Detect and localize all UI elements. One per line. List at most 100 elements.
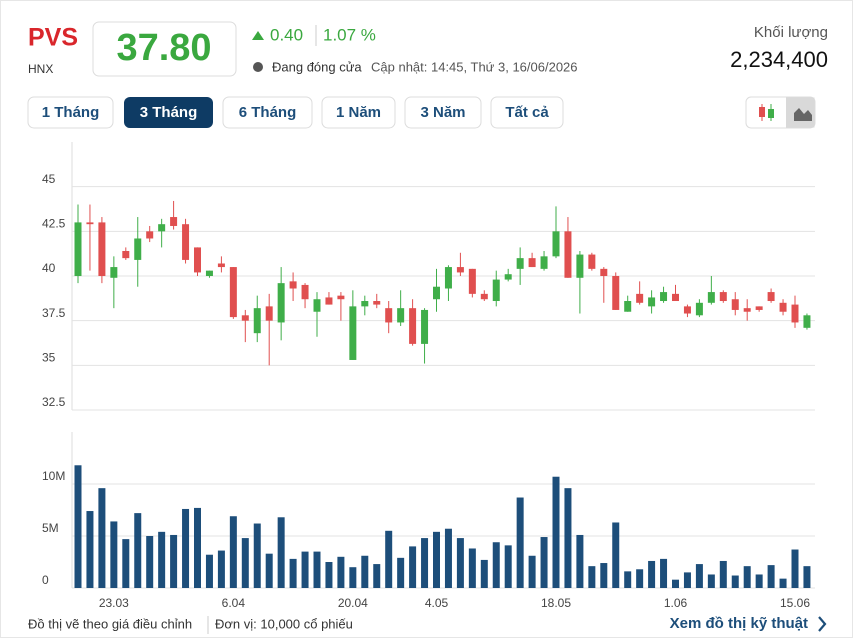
volume-bar [313, 551, 321, 588]
candle-body [337, 295, 345, 300]
volume-bar [409, 546, 417, 588]
tab[interactable] [222, 96, 313, 129]
area-icon[interactable] [794, 108, 812, 121]
x-tick-label: 1.06 [664, 596, 688, 610]
volume-bar [241, 538, 249, 588]
candle-body [624, 301, 632, 312]
y-tick-label: 42.5 [42, 217, 66, 231]
candle-icon[interactable] [759, 104, 774, 121]
tab-label[interactable]: Tất cả [505, 104, 549, 121]
candle-body [731, 299, 739, 310]
candle-body [158, 224, 166, 232]
volume-bar [301, 551, 309, 588]
x-tick-label: 15.06 [780, 596, 810, 610]
volume-bar [397, 557, 405, 588]
candle-body [779, 302, 787, 312]
y-tick-label: 10M [42, 469, 65, 483]
candle-body [528, 258, 536, 268]
volume-bar [373, 564, 381, 588]
x-tick-label: 4.05 [425, 596, 449, 610]
candle-body [683, 306, 691, 314]
tab[interactable] [27, 96, 114, 129]
volume-bar [86, 511, 94, 588]
change-pct: 1.07 % [323, 25, 376, 44]
volume-bar [731, 575, 739, 588]
volume-bar [361, 555, 369, 588]
candle-body [409, 308, 417, 344]
candle-body [122, 250, 130, 259]
candle-body [707, 292, 715, 303]
candle-body [504, 274, 512, 280]
candle-body [444, 267, 452, 289]
candle-body [612, 276, 620, 310]
volume-bar [779, 578, 787, 588]
up-arrow [252, 31, 264, 40]
candle-body [421, 309, 429, 344]
tab[interactable] [404, 96, 482, 129]
candle-body [636, 293, 644, 303]
tab-label[interactable]: 3 Năm [420, 104, 465, 121]
candle-body [98, 222, 106, 276]
volume-bar [719, 560, 727, 588]
candle-body [74, 222, 82, 276]
volume-bar [265, 553, 273, 588]
x-tick-label: 18.05 [541, 596, 571, 610]
volume-bar [229, 516, 237, 588]
volume-bar [672, 579, 679, 588]
tab-label[interactable]: 1 Tháng [42, 104, 100, 121]
candle-body [229, 267, 237, 318]
tab[interactable] [321, 96, 396, 129]
price: 37.80 [116, 27, 211, 69]
volume-bar [492, 542, 500, 588]
volume-bar [660, 558, 668, 588]
candle-body [468, 268, 476, 294]
footer-unit: Đơn vị: 10,000 cổ phiếu [215, 616, 353, 631]
volume-bar [755, 574, 763, 588]
tab[interactable] [490, 96, 564, 129]
volume-bar [504, 545, 512, 588]
y-tick-label: 0 [42, 573, 49, 587]
volume-bar [433, 531, 440, 588]
candle-body [767, 292, 775, 302]
volume-bar [325, 562, 333, 588]
tab-label[interactable]: 3 Tháng [140, 104, 198, 121]
volume-bar [444, 528, 452, 588]
volume-bar [182, 508, 190, 588]
volume-bar [707, 574, 715, 588]
tab-label[interactable]: 1 Năm [336, 104, 381, 121]
volume-bar [624, 571, 632, 588]
status-dot [253, 62, 263, 72]
volume-bar [588, 566, 596, 588]
candle-body [361, 301, 369, 307]
volume-bar [648, 560, 656, 588]
candle-body [672, 293, 679, 302]
volume-bar [683, 572, 691, 588]
volume-bar [564, 488, 572, 588]
candle-body [289, 281, 297, 289]
plot: 32.5 35 37.5 40 42.5 45 0 5M 10M 23.03 6.04 20.04 4.… [42, 172, 815, 610]
volume-bar [456, 538, 464, 588]
candle-body [492, 279, 500, 302]
candle-body [433, 286, 440, 300]
tab-active[interactable] [124, 97, 213, 128]
candle-body [86, 222, 94, 225]
volume-bar [385, 530, 393, 588]
candle-body [265, 306, 273, 321]
tab-label[interactable]: 6 Tháng [239, 104, 297, 121]
candle-body [313, 299, 321, 312]
x-tick-label: 23.03 [99, 596, 129, 610]
footer-note: Đồ thị vẽ theo giá điều chỉnh [28, 616, 192, 631]
candle-body [110, 267, 118, 278]
candle-body [325, 297, 333, 305]
candle-body [576, 254, 584, 278]
volume-bar [540, 537, 548, 588]
candle-body [301, 284, 309, 300]
candle-body [349, 306, 357, 360]
price-box [92, 21, 237, 77]
volume-bar [600, 563, 608, 588]
volume-bar [217, 550, 225, 588]
candle-body [397, 308, 405, 323]
candle-body [385, 308, 393, 323]
chevron[interactable] [818, 616, 827, 632]
tech-link[interactable]: Xem đồ thị kỹ thuật [670, 615, 808, 632]
